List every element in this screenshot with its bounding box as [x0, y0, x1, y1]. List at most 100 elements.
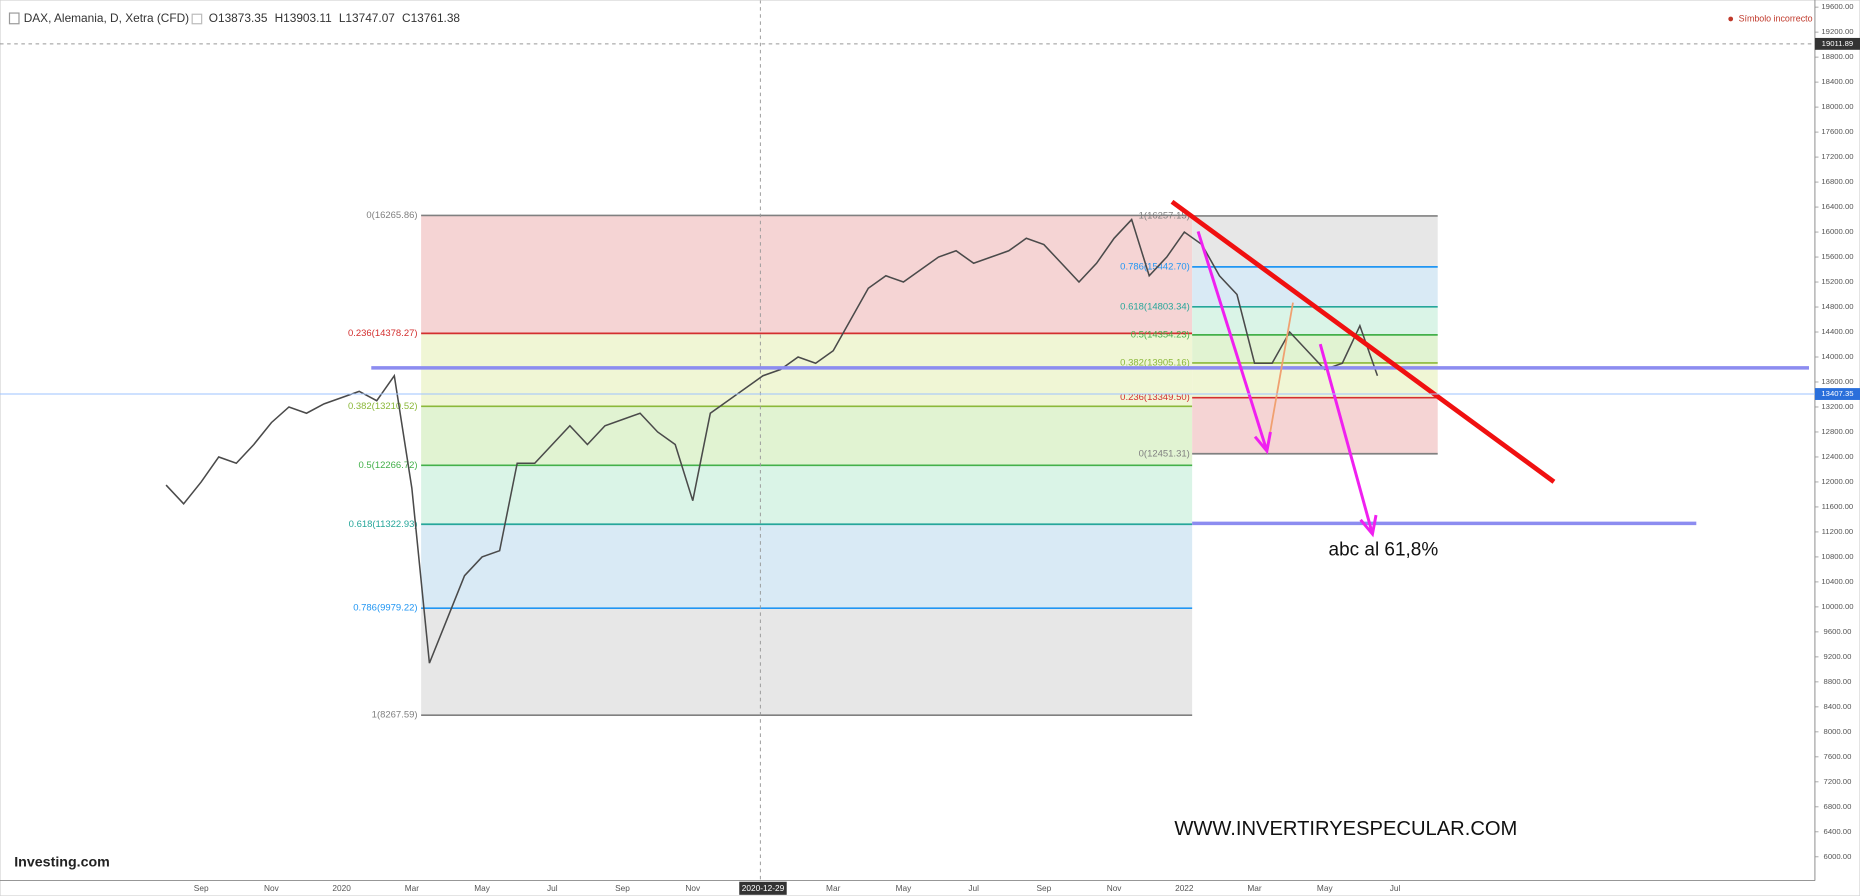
crosshair-date-tag [739, 881, 787, 895]
notice: Símbolo incorrecto [1739, 13, 1813, 23]
fib-label: 0.236(13349.50) [1120, 392, 1190, 403]
y-tick-label: 17600.00 [1821, 127, 1853, 136]
crosshair-price-tag [1814, 37, 1860, 50]
last-price-tag [1814, 388, 1860, 400]
y-tick-label: 8800.00 [1824, 677, 1852, 686]
y-tick-label: 18000.00 [1821, 102, 1853, 111]
x-tick-label: May [474, 883, 491, 893]
x-tick-label: Jul [1390, 883, 1401, 893]
annotation: abc al 61,8% [1329, 540, 1439, 561]
header-icons [191, 13, 203, 25]
fib-zone [421, 524, 1193, 609]
y-tick-label: 10000.00 [1821, 602, 1853, 611]
y-tick-label: 15600.00 [1821, 252, 1853, 261]
ohlc-label: L13747.07 [339, 11, 395, 25]
y-tick-label: 13200.00 [1821, 402, 1853, 411]
y-tick-label: 10400.00 [1821, 577, 1853, 586]
fib-label: 0.618(11322.93) [349, 519, 418, 530]
y-tick-label: 18400.00 [1821, 77, 1853, 86]
arrows [1196, 230, 1378, 538]
x-tick-label: May [896, 883, 913, 893]
y-tick-label: 12800.00 [1821, 427, 1853, 436]
fib-label: 1(16257.15) [1139, 210, 1190, 221]
y-tick-label: 7200.00 [1824, 777, 1852, 786]
fib-label: 0.786(15442.70) [1120, 261, 1190, 272]
y-tick-label: 11600.00 [1822, 502, 1854, 511]
fib-zone [421, 333, 1193, 407]
abc-path [1266, 302, 1294, 452]
fib-zone [421, 406, 1193, 466]
chart-title: DAX, Alemania, D, Xetra (CFD) [24, 11, 189, 25]
x-tick-label: Jul [547, 883, 558, 893]
y-tick-label: 7600.00 [1824, 752, 1852, 761]
fib-label: 0(16265.86) [366, 210, 417, 221]
y-tick-label: 14400.00 [1821, 327, 1853, 336]
x-tick-label: May [1317, 883, 1334, 893]
ohlc-label: C13761.38 [402, 11, 460, 25]
fib-label: 0.5(14354.23) [1131, 329, 1190, 340]
ohlc-label: H13903.11 [275, 11, 333, 25]
y-tick-label: 17200.00 [1821, 152, 1853, 161]
y-tick-label: 16400.00 [1821, 202, 1853, 211]
fib-label: 0.5(12266.72) [359, 460, 418, 471]
x-tick-label: Nov [685, 883, 701, 893]
y-tick-label: 16000.00 [1821, 227, 1853, 236]
fib-label: 0.236(14378.27) [348, 328, 418, 339]
menu-icon[interactable] [8, 12, 20, 25]
x-tick-label: Sep [194, 883, 209, 893]
y-tick-label: 14000.00 [1821, 352, 1853, 361]
watermark: WWW.INVERTIRYESPECULAR.COM [1174, 818, 1517, 840]
crosshair-price-label: 19011.89 [1822, 39, 1854, 48]
y-tick-label: 6400.00 [1824, 827, 1852, 836]
arrow [1318, 343, 1374, 535]
brand-logo: Investing.com [14, 855, 110, 871]
fib-label: 0(12451.31) [1139, 448, 1190, 459]
fib-label: 0.786(9979.22) [353, 603, 417, 614]
y-tick-label: 12000.00 [1821, 477, 1853, 486]
y-tick-label: 15200.00 [1821, 277, 1853, 286]
y-tick-label: 6800.00 [1824, 802, 1852, 811]
y-tick-label: 19200.00 [1821, 27, 1853, 36]
y-tick-label: 18800.00 [1821, 52, 1853, 61]
y-tick-label: 13600.00 [1821, 377, 1853, 386]
x-tick-label: Mar [405, 883, 420, 893]
price-layer [165, 218, 1379, 664]
price-line [165, 218, 1379, 664]
x-tick-label: Sep [1036, 883, 1051, 893]
y-tick-label: 9200.00 [1824, 652, 1852, 661]
x-tick-label: 2022 [1175, 883, 1194, 893]
x-tick-label: Jul [968, 883, 979, 893]
x-tick-label: Sep [615, 883, 630, 893]
fib-zone [421, 608, 1193, 716]
x-tick-label: 2020 [332, 883, 351, 893]
arrow-head [1253, 431, 1272, 455]
y-tick-label: 8000.00 [1824, 727, 1852, 736]
fib-label: 1(8267.59) [372, 710, 418, 721]
fib-zone [1192, 215, 1438, 267]
arrow [1196, 230, 1269, 452]
fib-label: 0.382(13210.52) [348, 401, 418, 412]
fib-label: 0.618(14803.34) [1120, 301, 1190, 312]
trend-line [1170, 199, 1556, 484]
fib-zone [421, 215, 1193, 334]
y-tick-label: 10800.00 [1821, 552, 1853, 561]
y-tick-label: 9600.00 [1824, 627, 1852, 636]
ohlc-label: O13873.35 [209, 11, 268, 25]
fib-zone [1192, 397, 1438, 454]
y-tick-label: 11200.00 [1822, 527, 1854, 536]
last-price-label: 13407.35 [1821, 389, 1853, 398]
fib-label: 0.382(13905.16) [1120, 357, 1190, 368]
fib-layer: 0(16265.86) 0.236(14378.27) 0.382(13210.52… [348, 210, 1438, 721]
y-tick-label: 16800.00 [1821, 177, 1853, 186]
y-tick-label: 6000.00 [1824, 852, 1852, 861]
notice-dot [1728, 16, 1734, 22]
x-tick-label: Nov [1107, 883, 1123, 893]
y-tick-label: 19600.00 [1821, 2, 1853, 11]
x-tick-label: Mar [826, 883, 841, 893]
x-tick-label: 2020-12-29 [742, 883, 785, 893]
x-tick-label: Mar [1247, 883, 1262, 893]
y-tick-label: 14800.00 [1821, 302, 1853, 311]
fib-zone [421, 465, 1193, 525]
